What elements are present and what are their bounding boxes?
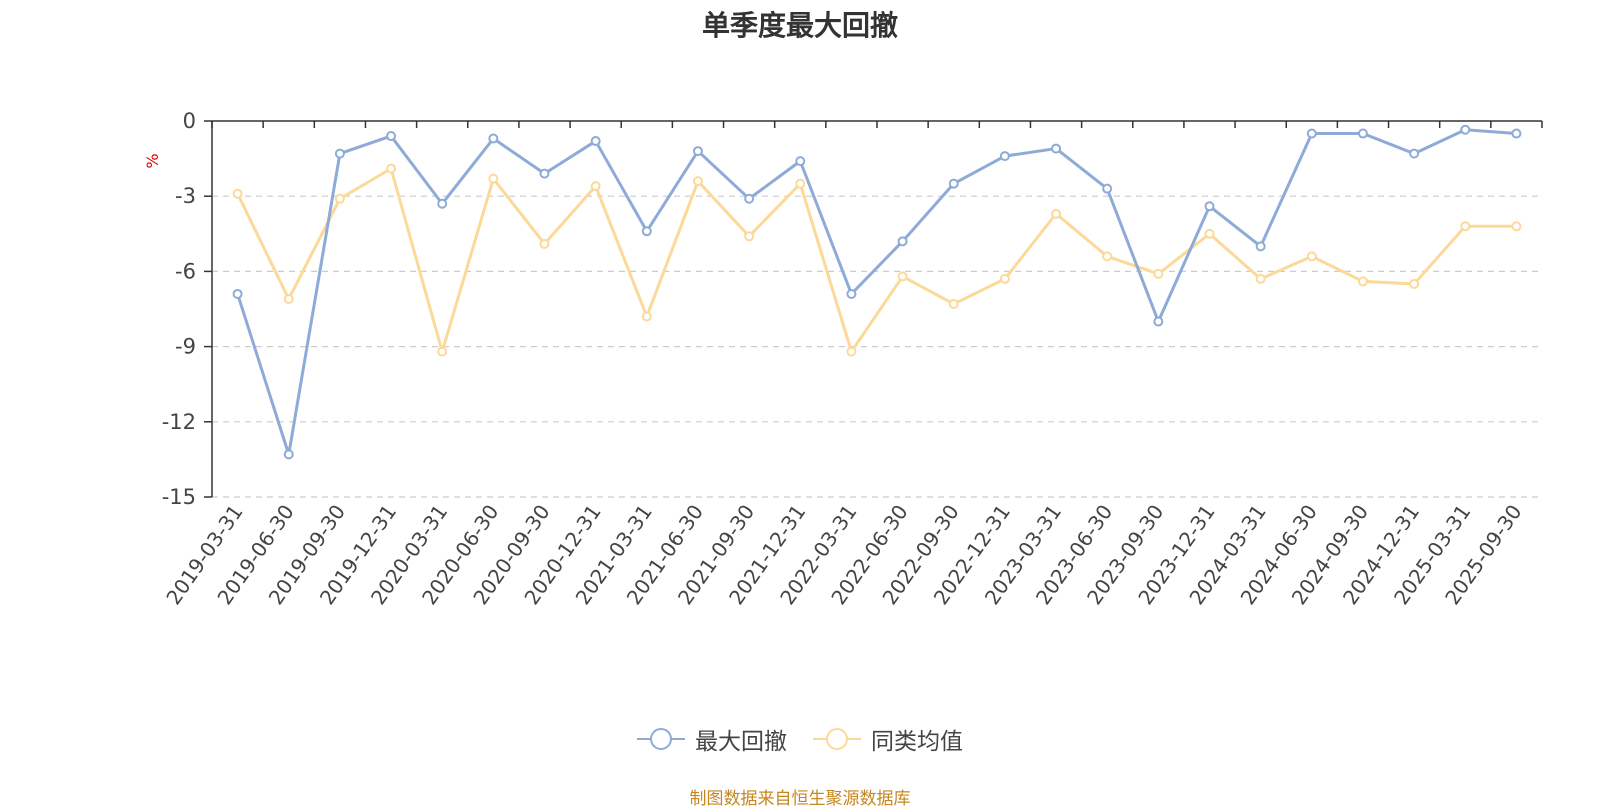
data-point-series-1	[897, 236, 908, 247]
y-tick-label: -3	[175, 184, 196, 208]
data-point-series-2	[590, 181, 601, 192]
data-point-series-1	[846, 288, 857, 299]
data-point-series-2	[1306, 251, 1317, 262]
data-point-series-2	[744, 231, 755, 242]
legend: 最大回撤 同类均值	[0, 722, 1600, 756]
data-point-series-2	[846, 346, 857, 357]
data-point-series-1	[1051, 143, 1062, 154]
data-point-series-1	[1255, 241, 1266, 252]
chart-title: 单季度最大回撤	[701, 9, 898, 42]
data-point-series-1	[795, 156, 806, 167]
series-line-1	[236, 128, 1517, 456]
legend-item-series-2[interactable]: 同类均值	[813, 722, 963, 756]
y-tick-label: -12	[162, 410, 196, 434]
data-point-series-1	[1204, 201, 1215, 212]
y-tick-label: 0	[183, 109, 196, 133]
data-point-series-2	[641, 311, 652, 322]
legend-marker-series-1	[637, 728, 685, 750]
data-point-series-2	[539, 238, 550, 249]
data-point-series-2	[1102, 251, 1113, 262]
data-point-series-2	[232, 188, 243, 199]
data-point-series-1	[692, 146, 703, 157]
data-point-series-2	[897, 271, 908, 282]
data-point-series-2	[795, 178, 806, 189]
legend-marker-series-2	[813, 728, 861, 750]
data-point-series-2	[1204, 228, 1215, 239]
data-point-series-2	[334, 193, 345, 204]
data-point-series-1	[641, 226, 652, 237]
data-point-series-1	[1460, 124, 1471, 135]
data-point-series-1	[334, 148, 345, 159]
series-line-2	[236, 167, 1517, 354]
data-point-series-2	[1357, 276, 1368, 287]
data-point-series-1	[590, 136, 601, 147]
data-point-series-1	[386, 131, 397, 142]
legend-label-series-1: 最大回撤	[695, 729, 787, 755]
data-point-series-1	[488, 133, 499, 144]
data-point-series-1	[283, 449, 294, 460]
data-point-series-1	[539, 168, 550, 179]
data-point-series-2	[692, 176, 703, 187]
data-point-series-1	[232, 288, 243, 299]
data-point-series-2	[283, 293, 294, 304]
data-point-series-2	[1460, 221, 1471, 232]
data-point-series-1	[1306, 128, 1317, 139]
data-point-series-1	[744, 193, 755, 204]
data-point-series-1	[1357, 128, 1368, 139]
data-point-series-2	[386, 163, 397, 174]
source-note: 制图数据来自恒生聚源数据库	[689, 789, 911, 809]
data-point-series-2	[1511, 221, 1522, 232]
data-point-series-2	[488, 173, 499, 184]
line-chart: 0-3-6-9-12-15%2019-03-312019-06-302019-0…	[143, 109, 1543, 609]
data-point-series-1	[1511, 128, 1522, 139]
data-point-series-1	[999, 151, 1010, 162]
y-tick-label: -9	[175, 335, 196, 359]
data-point-series-2	[999, 273, 1010, 284]
data-point-series-2	[1409, 278, 1420, 289]
data-point-series-2	[1051, 208, 1062, 219]
data-point-series-1	[437, 198, 448, 209]
data-point-series-2	[948, 298, 959, 309]
legend-label-series-2: 同类均值	[871, 729, 963, 755]
y-tick-label: -15	[162, 485, 196, 509]
legend-item-series-1[interactable]: 最大回撤	[637, 722, 787, 756]
data-point-series-2	[1255, 273, 1266, 284]
data-point-series-1	[1153, 316, 1164, 327]
y-axis-label: %	[143, 153, 162, 168]
y-tick-label: -6	[175, 259, 196, 283]
data-point-series-2	[1153, 268, 1164, 279]
data-point-series-1	[1102, 183, 1113, 194]
data-point-series-1	[1409, 148, 1420, 159]
data-point-series-2	[437, 346, 448, 357]
data-point-series-1	[948, 178, 959, 189]
